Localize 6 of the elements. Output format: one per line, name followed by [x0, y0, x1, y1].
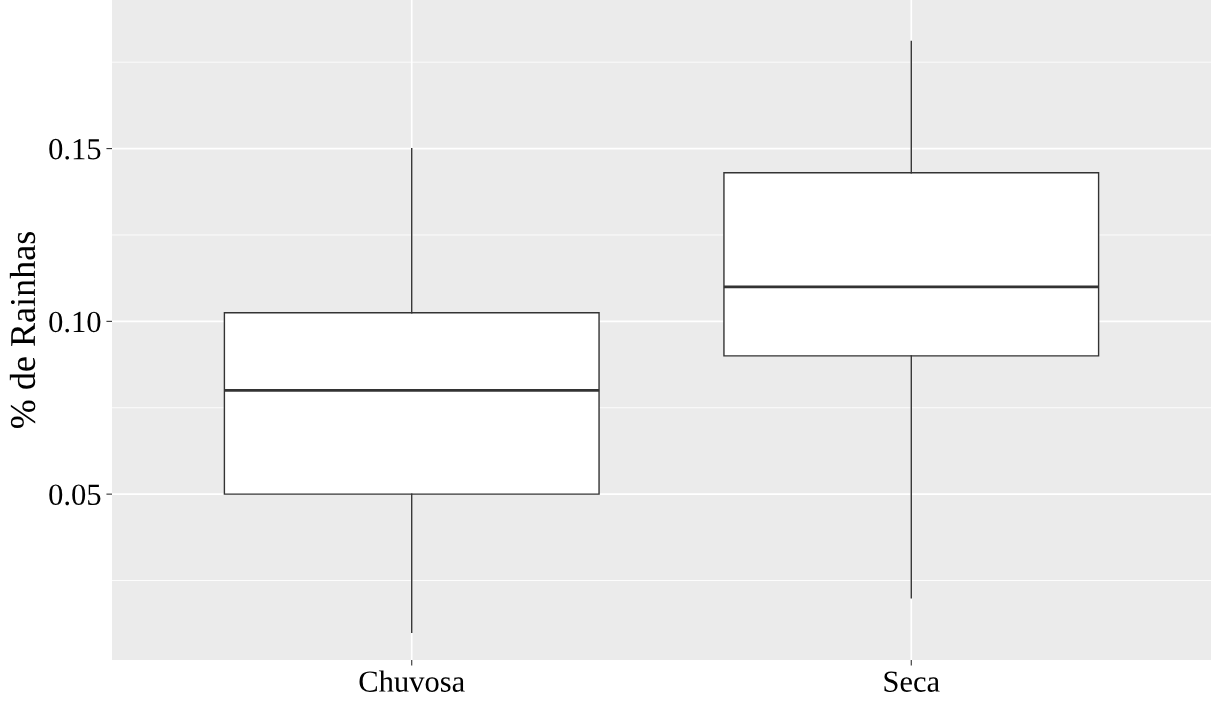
y-tick-label: 0.15	[49, 138, 101, 160]
x-tick-label: Seca	[884, 671, 940, 692]
y-axis-title: % de Rainhas	[9, 232, 36, 429]
y-tick-label: 0.10	[49, 311, 101, 333]
x-tick-label: Chuvosa	[359, 670, 465, 692]
y-tick-label: 0.05	[49, 484, 101, 506]
